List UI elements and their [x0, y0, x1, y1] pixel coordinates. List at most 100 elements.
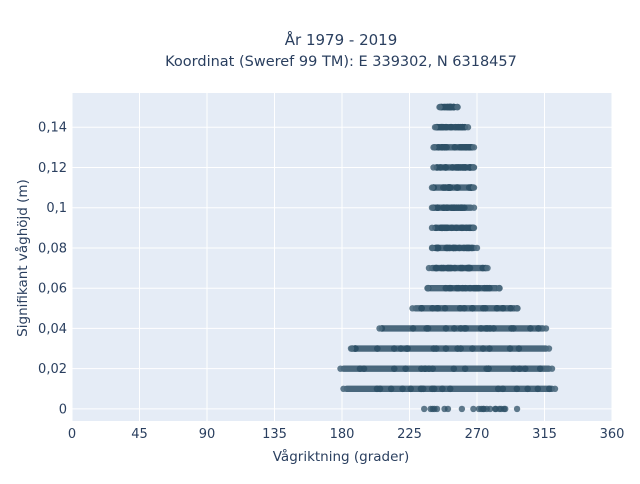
data-point	[356, 365, 364, 372]
data-point	[452, 164, 460, 171]
data-point	[430, 345, 438, 352]
x-tick-label: 45	[131, 427, 148, 442]
data-point	[444, 405, 452, 413]
x-tick-label: 270	[465, 427, 490, 442]
data-point	[454, 103, 461, 111]
data-point	[548, 365, 556, 372]
data-point	[376, 325, 383, 332]
data-point	[497, 405, 505, 413]
data-point	[468, 244, 476, 252]
data-point	[484, 325, 491, 332]
data-point	[456, 305, 464, 312]
data-point	[430, 144, 437, 151]
data-point	[432, 264, 440, 272]
data-point	[470, 204, 478, 211]
data-point	[486, 284, 493, 292]
data-point	[441, 224, 449, 232]
data-point	[424, 284, 431, 292]
data-point	[397, 345, 405, 352]
data-point	[466, 264, 474, 272]
data-point	[545, 345, 553, 352]
data-point	[506, 345, 514, 352]
data-point	[452, 204, 460, 211]
data-point	[403, 345, 410, 352]
data-point	[448, 224, 456, 232]
y-axis-label: Signifikant våghöjd (m)	[14, 179, 31, 337]
chart-title: År 1979 - 2019	[285, 30, 398, 49]
data-point	[472, 284, 480, 292]
data-point	[429, 305, 436, 312]
data-point	[428, 204, 436, 211]
data-point	[534, 385, 542, 393]
data-point	[484, 264, 491, 272]
data-point	[461, 365, 469, 372]
data-point	[470, 224, 478, 232]
data-point	[536, 365, 544, 372]
data-point	[516, 365, 523, 372]
data-point	[399, 385, 406, 393]
data-point	[464, 124, 472, 131]
data-point	[469, 345, 476, 352]
data-point	[445, 264, 452, 272]
chart-subtitle: Koordinat (Sweref 99 TM): E 339302, N 63…	[165, 54, 517, 70]
data-point	[425, 365, 433, 372]
data-point	[434, 244, 441, 252]
data-point	[527, 325, 534, 332]
data-point	[460, 244, 468, 252]
data-point	[457, 345, 465, 352]
data-point	[431, 124, 439, 131]
data-point	[402, 365, 409, 372]
data-point	[431, 405, 438, 413]
data-point	[347, 345, 355, 352]
data-point	[514, 305, 521, 312]
data-point	[458, 405, 466, 413]
data-point	[407, 385, 415, 393]
data-point	[542, 325, 550, 332]
data-point	[477, 325, 485, 332]
data-point	[458, 144, 466, 151]
data-point	[390, 345, 398, 352]
data-point	[481, 305, 489, 312]
data-point	[535, 325, 542, 332]
y-tick-label: 0,02	[38, 362, 67, 377]
data-point	[463, 224, 470, 232]
data-point	[460, 164, 467, 171]
data-point	[462, 325, 470, 332]
data-point	[470, 144, 478, 151]
x-tick-label: 315	[532, 427, 557, 442]
data-point	[425, 264, 433, 272]
data-point	[493, 305, 501, 312]
data-point	[442, 164, 450, 171]
data-point	[430, 385, 438, 393]
data-point	[374, 345, 381, 352]
data-point	[451, 144, 459, 151]
data-point	[496, 284, 503, 292]
data-point	[444, 184, 452, 191]
data-point	[409, 305, 416, 312]
y-axis-ticks: 0 0,02 0,04 0,06 0,08 0,1 0,12 0,14	[38, 121, 67, 418]
data-point	[450, 325, 458, 332]
data-point	[437, 123, 445, 131]
data-point	[470, 405, 477, 413]
data-point	[545, 385, 553, 393]
x-tick-label: 360	[600, 427, 625, 442]
data-point	[443, 103, 451, 111]
data-point	[486, 405, 494, 413]
data-point	[485, 365, 492, 372]
data-point	[430, 164, 437, 171]
data-point	[446, 385, 454, 393]
data-point	[441, 305, 449, 312]
data-point	[521, 365, 529, 372]
data-point	[510, 365, 518, 372]
data-point	[508, 325, 515, 332]
data-point	[490, 325, 497, 332]
data-point	[450, 365, 458, 372]
data-point	[442, 123, 450, 131]
data-point	[457, 325, 465, 332]
data-point	[456, 244, 463, 252]
data-point	[440, 264, 447, 272]
data-point	[457, 264, 465, 272]
data-point	[551, 385, 559, 393]
data-point	[423, 325, 430, 332]
